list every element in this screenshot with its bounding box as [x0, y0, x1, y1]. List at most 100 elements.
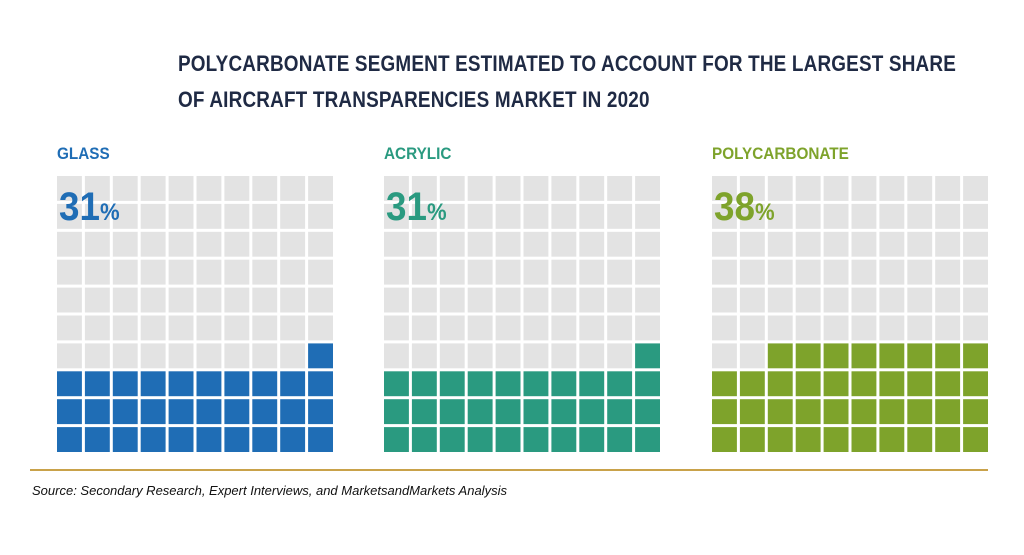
waffle-cell-empty-acrylic [439, 176, 465, 201]
waffle-cell-empty-acrylic [495, 231, 521, 257]
waffle-cell-empty-glass [280, 259, 306, 285]
waffle-cell-empty-acrylic [523, 203, 549, 229]
waffle-cell-filled-glass [84, 427, 110, 452]
waffle-cell-empty-polycarbonate [935, 231, 961, 257]
waffle-cell-filled-glass [112, 427, 138, 452]
waffle-cell-empty-glass [168, 259, 194, 285]
waffle-cell-empty-acrylic [439, 231, 465, 257]
waffle-cell-empty-glass [224, 176, 250, 201]
waffle-cell-empty-glass [112, 176, 138, 201]
waffle-cell-empty-glass [168, 315, 194, 341]
waffle-cell-empty-acrylic [607, 259, 633, 285]
waffle-cell-filled-polycarbonate [851, 371, 877, 397]
waffle-cell-empty-acrylic [495, 343, 521, 369]
waffle-cell-empty-acrylic [467, 287, 493, 313]
waffle-cell-empty-polycarbonate [823, 203, 849, 229]
waffle-cell-empty-glass [280, 315, 306, 341]
waffle-cell-empty-glass [280, 343, 306, 369]
waffle-cell-filled-glass [252, 371, 278, 397]
waffle-cell-empty-glass [112, 343, 138, 369]
waffle-cell-filled-polycarbonate [739, 427, 765, 452]
waffle-cell-filled-acrylic [523, 371, 549, 397]
waffle-cell-filled-glass [196, 427, 222, 452]
waffle-cell-empty-polycarbonate [739, 343, 765, 369]
waffle-cell-empty-polycarbonate [935, 203, 961, 229]
waffle-cell-empty-glass [308, 315, 333, 341]
waffle-cell-filled-polycarbonate [851, 427, 877, 452]
waffle-cell-filled-polycarbonate [823, 427, 849, 452]
waffle-cell-empty-polycarbonate [879, 231, 905, 257]
waffle-cell-empty-acrylic [551, 231, 577, 257]
waffle-cell-empty-glass [280, 287, 306, 313]
waffle-cell-filled-polycarbonate [795, 399, 821, 425]
waffle-cell-filled-polycarbonate [907, 371, 933, 397]
waffle-cell-filled-polycarbonate [767, 371, 793, 397]
waffle-cell-empty-glass [140, 287, 166, 313]
waffle-cell-empty-acrylic [384, 287, 409, 313]
waffle-cell-empty-polycarbonate [712, 259, 737, 285]
waffle-cell-filled-polycarbonate [963, 371, 988, 397]
waffle-cell-empty-glass [224, 231, 250, 257]
waffle-cell-empty-polycarbonate [712, 176, 737, 201]
waffle-cell-empty-acrylic [439, 315, 465, 341]
waffle-cell-empty-glass [140, 176, 166, 201]
waffle-cell-empty-acrylic [411, 176, 437, 201]
waffle-cell-empty-glass [112, 259, 138, 285]
waffle-cell-filled-acrylic [607, 427, 633, 452]
waffle-cell-filled-polycarbonate [879, 371, 905, 397]
waffle-cell-empty-polycarbonate [823, 231, 849, 257]
waffle-cell-empty-glass [57, 259, 82, 285]
waffle-cell-empty-glass [280, 176, 306, 201]
waffle-cell-filled-acrylic [551, 427, 577, 452]
waffle-cell-filled-acrylic [495, 427, 521, 452]
waffle-cell-empty-glass [168, 231, 194, 257]
waffle-cell-empty-polycarbonate [935, 259, 961, 285]
waffle-cell-empty-glass [308, 176, 333, 201]
category-label-glass: GLASS [57, 144, 110, 163]
waffle-cell-empty-acrylic [579, 343, 605, 369]
waffle-cell-empty-glass [196, 287, 222, 313]
waffle-cell-empty-polycarbonate [851, 203, 877, 229]
waffle-cell-empty-glass [308, 231, 333, 257]
waffle-cell-empty-polycarbonate [851, 259, 877, 285]
waffle-cell-empty-polycarbonate [907, 315, 933, 341]
waffle-cell-filled-polycarbonate [795, 427, 821, 452]
category-label-polycarbonate: POLYCARBONATE [712, 144, 849, 163]
waffle-cell-filled-acrylic [495, 371, 521, 397]
waffle-cell-filled-glass [57, 371, 82, 397]
waffle-cell-filled-glass [84, 371, 110, 397]
waffle-cell-empty-acrylic [384, 259, 409, 285]
waffle-cell-empty-glass [140, 259, 166, 285]
waffle-cell-empty-polycarbonate [739, 176, 765, 201]
waffle-cell-empty-glass [140, 315, 166, 341]
waffle-cell-filled-glass [196, 399, 222, 425]
waffle-cell-empty-glass [252, 287, 278, 313]
waffle-cell-filled-glass [57, 427, 82, 452]
waffle-cell-empty-acrylic [411, 343, 437, 369]
waffle-cell-filled-polycarbonate [907, 343, 933, 369]
waffle-cell-empty-glass [168, 203, 194, 229]
chart-title-line-2: OF AIRCRAFT TRANSPARENCIES MARKET IN 202… [178, 87, 650, 112]
waffle-cell-filled-acrylic [579, 371, 605, 397]
waffle-cell-empty-acrylic [523, 315, 549, 341]
waffle-cell-filled-glass [224, 399, 250, 425]
waffle-cell-empty-acrylic [467, 231, 493, 257]
waffle-cell-empty-glass [196, 315, 222, 341]
waffle-cell-filled-polycarbonate [739, 399, 765, 425]
waffle-cell-filled-acrylic [579, 427, 605, 452]
waffle-cell-filled-polycarbonate [935, 427, 961, 452]
waffle-cell-filled-polycarbonate [712, 399, 737, 425]
waffle-cell-empty-glass [280, 231, 306, 257]
waffle-cell-empty-acrylic [551, 176, 577, 201]
waffle-cell-empty-acrylic [607, 231, 633, 257]
waffle-cell-empty-polycarbonate [795, 315, 821, 341]
waffle-cell-filled-glass [112, 371, 138, 397]
waffle-cell-filled-glass [168, 371, 194, 397]
waffle-cell-empty-polycarbonate [767, 231, 793, 257]
waffle-cell-filled-polycarbonate [907, 399, 933, 425]
waffle-cell-empty-acrylic [495, 203, 521, 229]
waffle-cell-filled-glass [140, 399, 166, 425]
waffle-cell-empty-acrylic [635, 287, 660, 313]
waffle-cell-filled-glass [280, 399, 306, 425]
waffle-cell-empty-glass [224, 315, 250, 341]
